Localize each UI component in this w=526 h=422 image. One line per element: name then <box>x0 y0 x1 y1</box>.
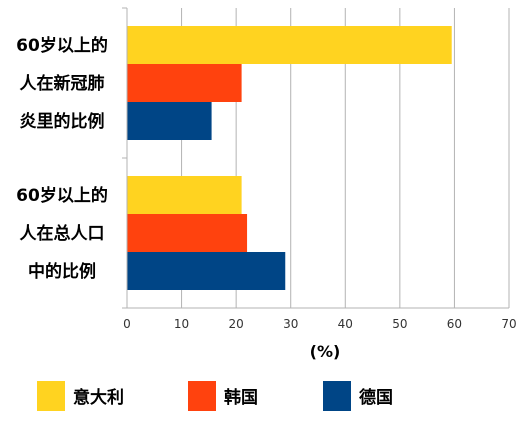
x-tick-label-0: 0 <box>123 317 131 331</box>
bar-0-0 <box>127 26 452 64</box>
axes <box>122 7 128 309</box>
x-tick-label-7: 70 <box>501 317 516 331</box>
bar-1-1 <box>127 214 248 252</box>
legend-label-0: 意大利 <box>73 387 124 408</box>
legend: 意大利 韩国 德国 <box>37 381 393 411</box>
x-tick-label-1: 10 <box>174 317 189 331</box>
bar-0-1 <box>127 64 242 102</box>
legend-swatch-0 <box>37 381 65 411</box>
category-label-1-2: 中的比例 <box>28 261 96 282</box>
legend-swatch-1 <box>188 381 216 411</box>
x-tick-label-2: 20 <box>229 317 244 331</box>
x-tick-labels: 0 10 20 30 40 50 60 70 <box>123 317 516 331</box>
bars <box>127 26 452 290</box>
legend-label-1: 韩国 <box>224 387 258 408</box>
x-tick-label-6: 60 <box>447 317 462 331</box>
category-label-0-1: 人在新冠肺 <box>20 73 105 94</box>
category-label-1-1: 人在总人口 <box>20 223 105 244</box>
bar-0-2 <box>127 102 212 140</box>
category-label-0-0: 60岁以上的 <box>16 35 108 56</box>
category-label-0-2: 炎里的比例 <box>20 111 105 132</box>
x-axis-label: (%) <box>310 342 341 361</box>
legend-label-2: 德国 <box>359 387 393 408</box>
legend-swatch-2 <box>323 381 351 411</box>
x-tick-label-3: 30 <box>283 317 298 331</box>
bar-1-2 <box>127 252 286 290</box>
x-tick-label-4: 40 <box>338 317 353 331</box>
x-tick-label-5: 50 <box>392 317 407 331</box>
category-label-1-0: 60岁以上的 <box>16 185 108 206</box>
bar-1-0 <box>127 176 242 214</box>
